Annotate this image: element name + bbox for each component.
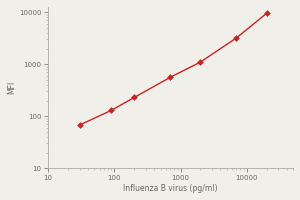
X-axis label: Influenza B virus (pg/ml): Influenza B virus (pg/ml) (123, 184, 218, 193)
Y-axis label: MFI: MFI (7, 81, 16, 94)
